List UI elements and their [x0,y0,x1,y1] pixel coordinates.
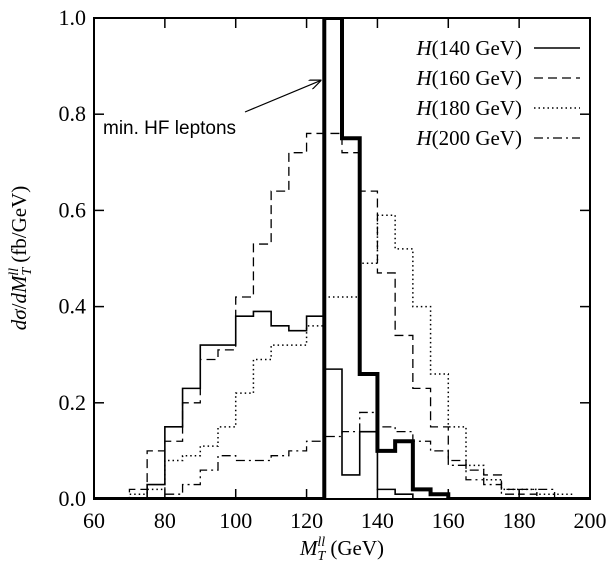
x-tick-label-4: 140 [361,508,394,533]
y-axis-title: dσ/dMTll (fb/GeV) [7,186,35,331]
series-line-0 [94,310,590,499]
axis-ticks: 60 80 100 120 140 160 180 200 0.0 0.2 0.4 0.6 0.8 1.0 [59,5,607,533]
y-tick-label-5: 1.0 [59,5,87,30]
legend-label-1: H(160 GeV) [415,66,522,90]
y-tick-label-2: 0.4 [59,294,87,319]
x-tick-label-7: 200 [574,508,607,533]
annotation-arrow [244,81,321,113]
x-tick-label-3: 120 [290,508,323,533]
y-tick-label-0: 0.0 [59,486,87,511]
series-line-1 [94,132,590,499]
plot-frame [93,17,591,500]
series-line-3 [94,411,590,499]
x-tick-label-5: 160 [432,508,465,533]
x-axis-title: MTll (GeV) [299,535,384,564]
x-tick-label-2: 100 [219,508,252,533]
y-tick-label-4: 0.8 [59,101,87,126]
x-tick-label-1: 80 [154,508,176,533]
y-tick-label-3: 0.6 [59,197,87,222]
series-line-4 [94,18,590,499]
series-layer [94,18,590,499]
y-tick-label-1: 0.2 [59,390,87,415]
legend: H(140 GeV) H(160 GeV) H(180 GeV) H(200 GeV) [415,36,580,150]
legend-label-3: H(200 GeV) [415,126,522,150]
annotation: min. HF leptons [103,81,321,139]
x-tick-label-0: 60 [83,508,105,533]
legend-label-0: H(140 GeV) [415,36,522,60]
x-tick-label-6: 180 [503,508,536,533]
series-line-2 [94,214,590,499]
legend-label-2: H(180 GeV) [415,96,522,120]
annotation-text: min. HF leptons [103,118,236,139]
